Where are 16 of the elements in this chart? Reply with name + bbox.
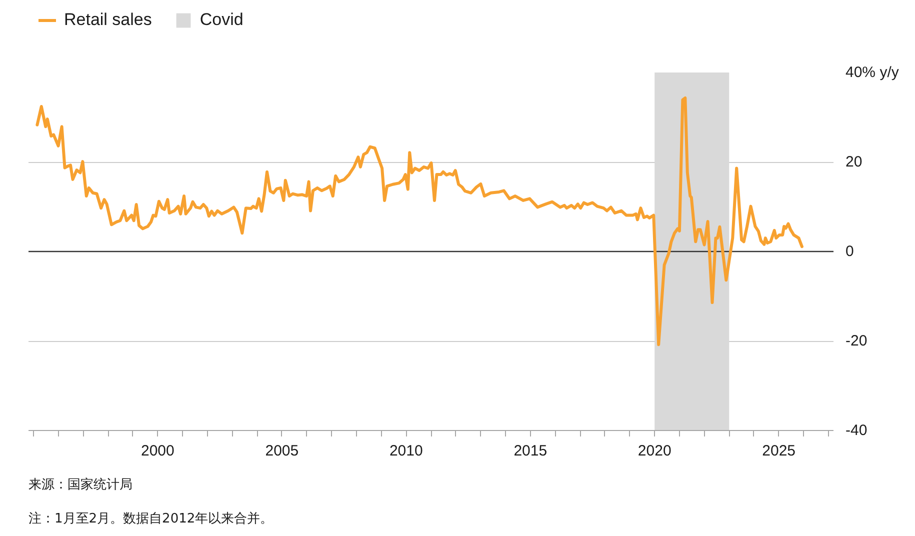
x-tick-label: 2015 [514, 442, 548, 460]
text: 注：1月至2月。数据自2012年以来合并。 [28, 512, 274, 526]
legend-label: Retail sales [64, 10, 152, 30]
y-tick-label: 20 [846, 154, 862, 170]
x-tick-label: 2020 [638, 442, 672, 460]
y-tick-label: -20 [846, 332, 868, 350]
source-note: 来源：国家统计局 [28, 476, 132, 492]
x-tick-label: 2010 [389, 442, 423, 460]
y-tick-label: 0 [846, 243, 854, 260]
legend-label: Covid [200, 10, 244, 30]
x-tick-label: 2025 [762, 442, 796, 460]
x-tick-label: 2000 [141, 442, 174, 460]
x-tick-label: 2005 [265, 442, 299, 460]
line-series [36, 96, 804, 346]
y-tick-label: -40 [846, 422, 868, 439]
y-tick-label: 40% y/y [846, 64, 900, 81]
